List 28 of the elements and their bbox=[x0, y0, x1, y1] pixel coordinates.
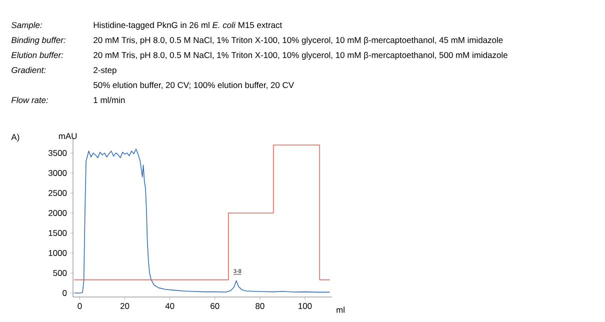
text: Gradient: bbox=[12, 66, 46, 74]
x-tick-label: 80 bbox=[256, 303, 264, 309]
y-tick-label: 2500 bbox=[48, 190, 67, 196]
text: A) bbox=[11, 134, 20, 142]
text: 2-step bbox=[94, 67, 116, 75]
y-tick-label: 1000 bbox=[48, 250, 67, 256]
text: Flow rate: bbox=[11, 96, 48, 104]
text: 20 mM Tris, pH 8.0, 0.5 M NaCl, 1% Triton X-100, 10% glycerol, 10 mM β-mercaptoethanol, 45 mM imidazole bbox=[94, 36, 503, 45]
text: Elution buffer: bbox=[11, 52, 64, 58]
x-tick-label: 40 bbox=[165, 303, 174, 309]
y-tick-label: 500 bbox=[53, 270, 67, 276]
text: Histidine-tagged PknG in 26 ml E. coli M15 extract bbox=[94, 22, 282, 30]
y-tick-label: 2000 bbox=[48, 210, 67, 216]
x-axis-title: ml bbox=[336, 306, 344, 313]
x-tick-label: 0 bbox=[78, 303, 82, 309]
x-tick-label: 60 bbox=[210, 303, 220, 309]
text: Sample: bbox=[11, 22, 42, 30]
x-tick-label: 20 bbox=[120, 303, 130, 309]
y-tick-label: 3000 bbox=[48, 170, 67, 176]
text: Binding buffer: bbox=[11, 36, 66, 45]
x-tick-label: 100 bbox=[298, 303, 312, 309]
text: 1 ml/min bbox=[94, 96, 125, 104]
y-tick-label: 0 bbox=[62, 290, 67, 296]
text: 50% elution buffer, 20 CV; 100% elution buffer, 20 CV bbox=[94, 82, 294, 90]
y-axis-title: mAU bbox=[58, 133, 77, 140]
text: 20 mM Tris, pH 8.0, 0.5 M NaCl, 1% Triton X-100, 10% glycerol, 10 mM β-mercaptoethanol, 500 mM imidazole bbox=[94, 52, 508, 60]
y-tick-label: 3500 bbox=[48, 150, 67, 156]
y-tick-label: 1500 bbox=[48, 230, 67, 236]
